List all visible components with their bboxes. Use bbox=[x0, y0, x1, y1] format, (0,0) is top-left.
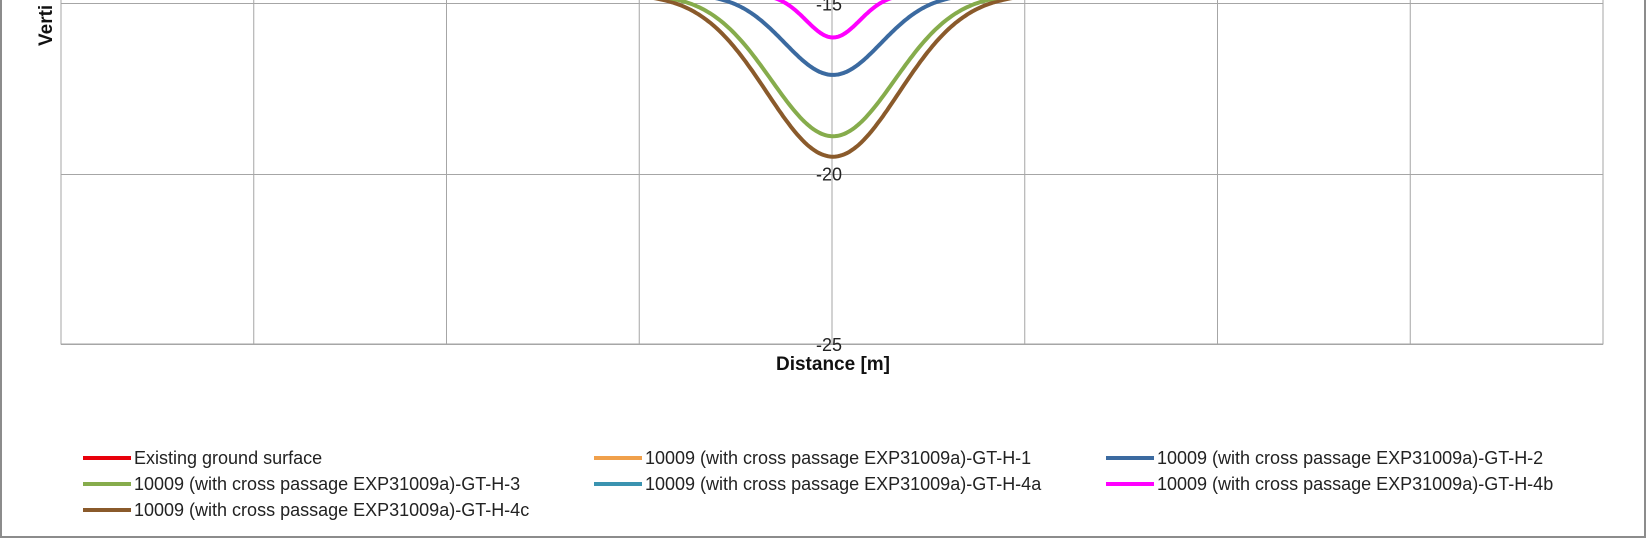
y-tick-label: -15 bbox=[816, 0, 842, 14]
legend-label: 10009 (with cross passage EXP31009a)-GT-… bbox=[134, 500, 529, 520]
y-tick-label: -20 bbox=[816, 165, 842, 185]
grid bbox=[60, 0, 1604, 345]
y-axis-title: Verti bbox=[36, 5, 57, 46]
legend-label: 10009 (with cross passage EXP31009a)-GT-… bbox=[645, 448, 1031, 468]
series-line bbox=[653, 0, 1013, 159]
series-line bbox=[714, 0, 952, 77]
x-axis-title: Distance [m] bbox=[776, 354, 890, 375]
series-lines bbox=[653, 0, 1013, 159]
y-tick-labels: -15 -20 -25 bbox=[816, 0, 842, 355]
legend-label: 10009 (with cross passage EXP31009a)-GT-… bbox=[134, 474, 520, 494]
legend-label: 10009 (with cross passage EXP31009a)-GT-… bbox=[1157, 448, 1543, 468]
y-tick-label: -25 bbox=[816, 335, 842, 355]
series-line bbox=[668, 0, 998, 139]
legend: Existing ground surface 10009 (with cross… bbox=[83, 448, 1553, 520]
legend-label: 10009 (with cross passage EXP31009a)-GT-… bbox=[1157, 474, 1553, 494]
series-line bbox=[774, 0, 892, 40]
legend-label: 10009 (with cross passage EXP31009a)-GT-… bbox=[645, 474, 1042, 494]
plot-area bbox=[60, 0, 1604, 345]
legend-label: Existing ground surface bbox=[134, 448, 322, 468]
